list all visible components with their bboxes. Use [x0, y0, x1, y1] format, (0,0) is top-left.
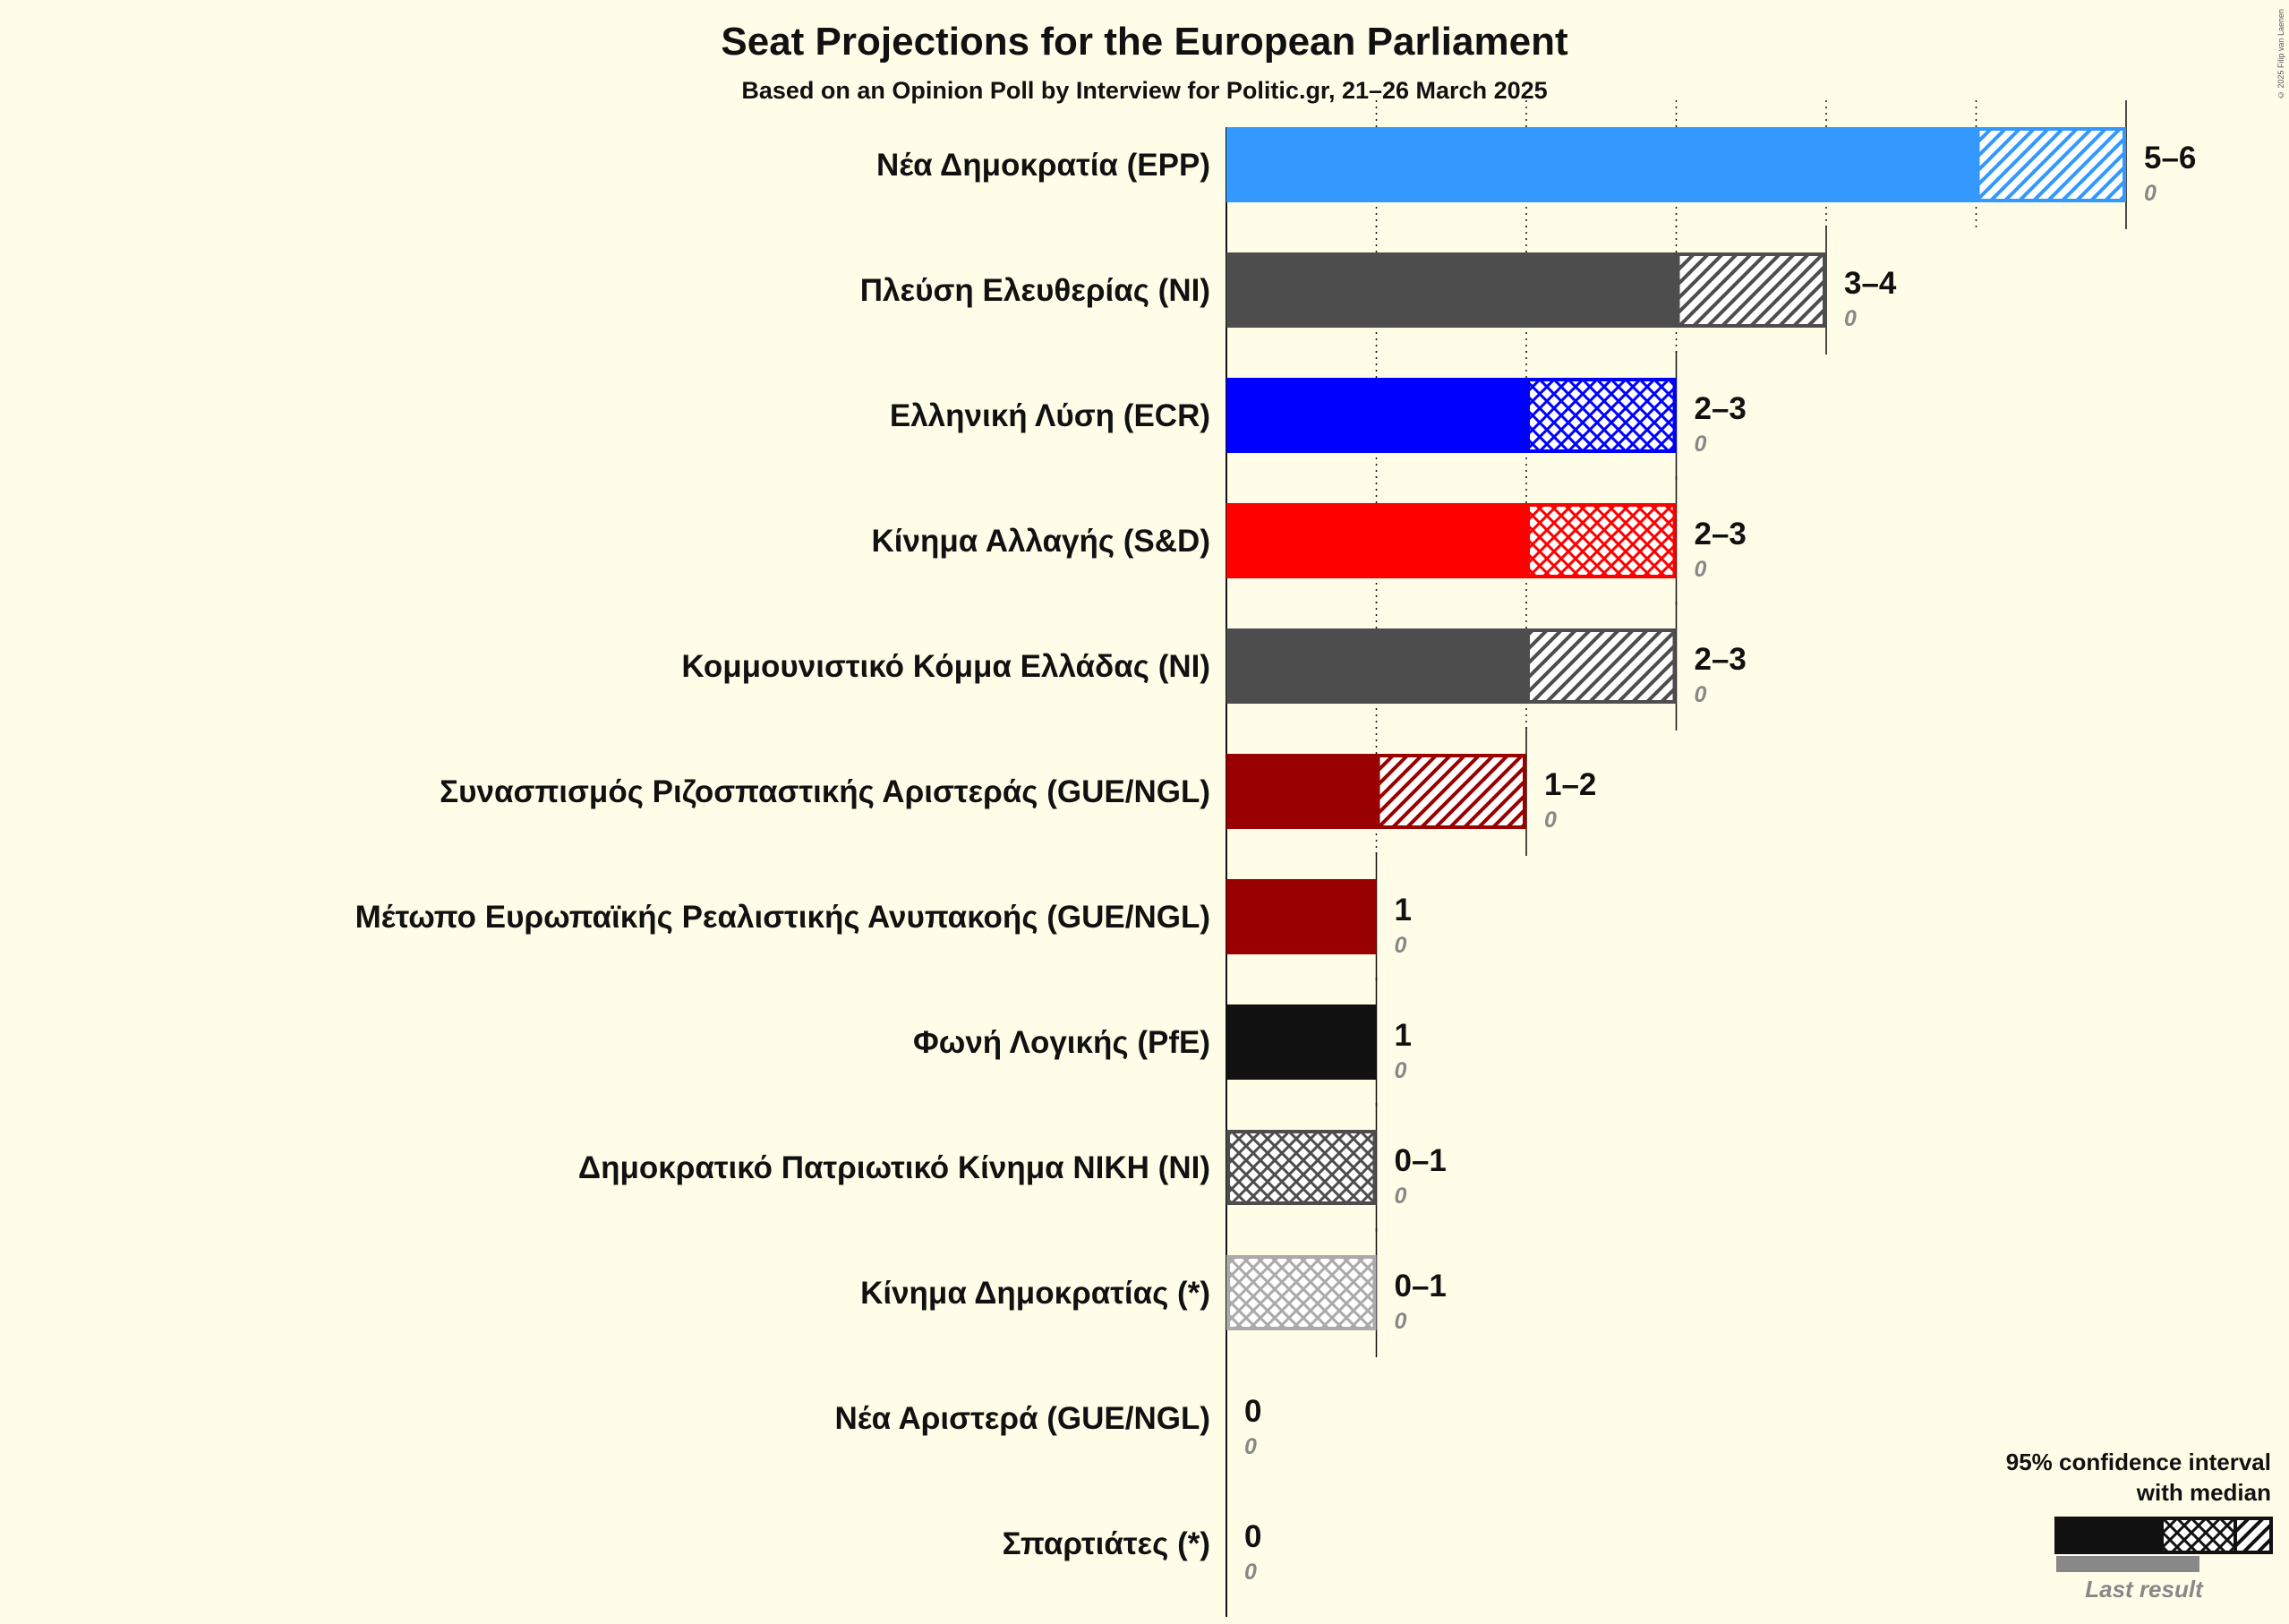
bar-row: Δημοκρατικό Πατριωτικό Κίνημα ΝΙΚΗ (NI) 0…	[578, 1130, 1447, 1209]
bar-row: Νέα Αριστερά (GUE/NGL) 0 0	[835, 1394, 1262, 1459]
range-label: 2–3	[1695, 391, 1747, 426]
range-label: 2–3	[1695, 642, 1747, 677]
bar-row: Ελληνική Λύση (ECR) 2–3 0	[890, 378, 1747, 457]
bar-solid	[1226, 378, 1526, 453]
last-result-label: 0	[1395, 933, 1407, 958]
bar-solid	[1226, 1004, 1377, 1080]
bar-solid	[1226, 879, 1377, 954]
last-result-label: 0	[1395, 1184, 1407, 1209]
bar-ci-lower	[1526, 503, 1677, 578]
legend-last-result-label: Last result	[2085, 1576, 2204, 1603]
bar-solid	[1226, 127, 1977, 202]
range-label: 0–1	[1395, 1143, 1447, 1178]
bar-ci-upper	[1676, 252, 1826, 328]
party-label: Συνασπισμός Ριζοσπαστικής Αριστεράς (GUE…	[440, 774, 1210, 809]
party-label: Νέα Δημοκρατία (EPP)	[876, 148, 1210, 183]
party-label: Μέτωπο Ευρωπαϊκής Ρεαλιστικής Ανυπακοής …	[355, 900, 1210, 935]
party-label: Πλεύση Ελευθερίας (NI)	[860, 273, 1210, 308]
range-label: 3–4	[1844, 266, 1897, 301]
range-label: 2–3	[1695, 517, 1747, 551]
bar-row: Κίνημα Δημοκρατίας (*) 0–1 0	[860, 1255, 1447, 1334]
last-result-label: 0	[1395, 1058, 1407, 1083]
range-label: 1	[1395, 893, 1412, 927]
party-label: Νέα Αριστερά (GUE/NGL)	[835, 1401, 1211, 1436]
legend-last-result-swatch	[2056, 1556, 2199, 1572]
bar-row: Κομμουνιστικό Κόμμα Ελλάδας (NI) 2–3 0	[681, 628, 1747, 707]
last-result-label: 0	[1844, 306, 1857, 331]
bar-ci-upper	[1526, 628, 1677, 704]
last-result-label: 0	[1244, 1434, 1257, 1459]
bar-solid	[1226, 252, 1677, 328]
bar-row: Νέα Δημοκρατία (EPP) 5–6 0	[876, 127, 2196, 206]
party-label: Κίνημα Αλλαγής (S&D)	[872, 524, 1210, 559]
bar-solid	[1226, 754, 1377, 829]
legend-crosshatch-swatch	[2160, 1517, 2237, 1554]
bar-ci-lower	[1226, 1255, 1377, 1330]
party-label: Δημοκρατικό Πατριωτικό Κίνημα ΝΙΚΗ (NI)	[578, 1150, 1210, 1185]
chart-subtitle: Based on an Opinion Poll by Interview fo…	[741, 77, 1548, 104]
last-result-label: 0	[1695, 682, 1707, 707]
party-label: Κομμουνιστικό Κόμμα Ελλάδας (NI)	[681, 649, 1210, 684]
legend-solid-swatch	[2054, 1517, 2162, 1554]
bar-ci-lower	[1226, 1130, 1377, 1205]
last-result-label: 0	[1695, 432, 1707, 457]
bar-ci-lower	[1526, 378, 1677, 453]
legend-title-line2: with median	[2136, 1479, 2271, 1506]
last-result-label: 0	[1244, 1560, 1257, 1585]
bar-row: Σπαρτιάτες (*) 0 0	[1003, 1519, 1262, 1585]
bar-row: Συνασπισμός Ριζοσπαστικής Αριστεράς (GUE…	[440, 754, 1596, 833]
last-result-label: 0	[1695, 557, 1707, 582]
bar-ci-upper	[1976, 127, 2126, 202]
range-label: 0	[1244, 1519, 1261, 1554]
range-label: 0–1	[1395, 1269, 1447, 1303]
bar-ci-upper	[1376, 754, 1526, 829]
last-result-label: 0	[2144, 181, 2157, 206]
legend-diagonal-swatch	[2233, 1517, 2273, 1554]
gridlines	[1226, 100, 2127, 1617]
range-label: 1–2	[1544, 767, 1596, 802]
bar-row: Κίνημα Αλλαγής (S&D) 2–3 0	[872, 503, 1747, 582]
bar-solid	[1226, 503, 1526, 578]
range-label: 0	[1244, 1394, 1261, 1429]
bar-row: Μέτωπο Ευρωπαϊκής Ρεαλιστικής Ανυπακοής …	[355, 879, 1412, 958]
party-label: Σπαρτιάτες (*)	[1003, 1526, 1210, 1561]
range-label: 1	[1395, 1018, 1412, 1053]
last-result-label: 0	[1395, 1309, 1407, 1334]
party-label: Ελληνική Λύση (ECR)	[890, 398, 1210, 433]
bar-row: Φωνή Λογικής (PfE) 1 0	[913, 1004, 1412, 1083]
legend-title-line1: 95% confidence interval	[2006, 1449, 2271, 1475]
last-result-label: 0	[1544, 808, 1557, 833]
range-label: 5–6	[2144, 141, 2196, 175]
chart-title: Seat Projections for the European Parlia…	[721, 20, 1568, 64]
party-label: Κίνημα Δημοκρατίας (*)	[860, 1276, 1210, 1311]
party-label: Φωνή Λογικής (PfE)	[913, 1025, 1210, 1060]
legend: 95% confidence interval with median Last r…	[2006, 1449, 2273, 1603]
bar-solid	[1226, 628, 1526, 704]
bar-row: Πλεύση Ελευθερίας (NI) 3–4 0	[860, 252, 1897, 331]
